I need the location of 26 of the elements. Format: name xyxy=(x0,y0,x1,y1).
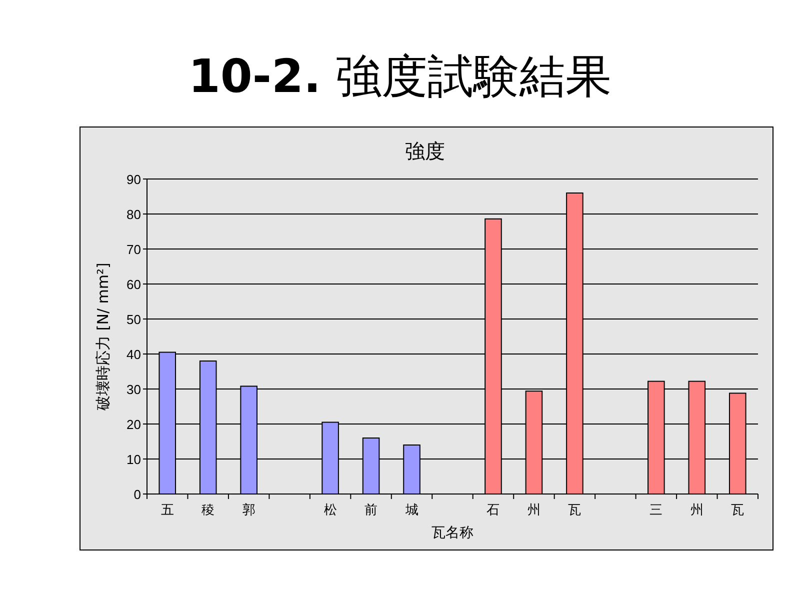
x-tick-label: 松 xyxy=(324,503,337,518)
y-tick-label: 10 xyxy=(126,452,141,467)
x-tick-label: 三 xyxy=(650,503,663,518)
y-tick-label: 30 xyxy=(126,382,141,397)
x-tick-label: 稜 xyxy=(202,503,215,518)
y-tick-label: 20 xyxy=(126,417,141,432)
y-tick-label: 70 xyxy=(126,242,141,257)
x-tick-label: 石 xyxy=(486,503,500,518)
y-tick-label: 0 xyxy=(134,487,141,502)
x-tick-label: 州 xyxy=(690,503,704,518)
chart-title: 10-2. 強度試験結果 xyxy=(188,49,612,103)
y-axis-title: 破壊時応力 [N/ mm²] xyxy=(94,262,112,412)
x-tick-label: 郭 xyxy=(242,503,256,518)
x-tick-label: 瓦 xyxy=(731,503,744,518)
y-tick-label: 90 xyxy=(126,172,141,187)
y-tick-label: 50 xyxy=(126,312,141,327)
y-tick-label: 40 xyxy=(126,347,141,362)
x-tick-label: 五 xyxy=(160,503,174,518)
y-tick-label: 60 xyxy=(126,277,141,292)
x-tick-label: 前 xyxy=(364,503,378,518)
x-axis-title: 瓦名称 xyxy=(432,525,474,541)
x-tick-label: 城 xyxy=(404,503,418,518)
x-tick-label: 州 xyxy=(527,503,540,518)
x-tick-label: 瓦 xyxy=(568,503,582,518)
chart-subtitle: 強度 xyxy=(405,139,445,163)
y-tick-label: 80 xyxy=(126,207,141,222)
